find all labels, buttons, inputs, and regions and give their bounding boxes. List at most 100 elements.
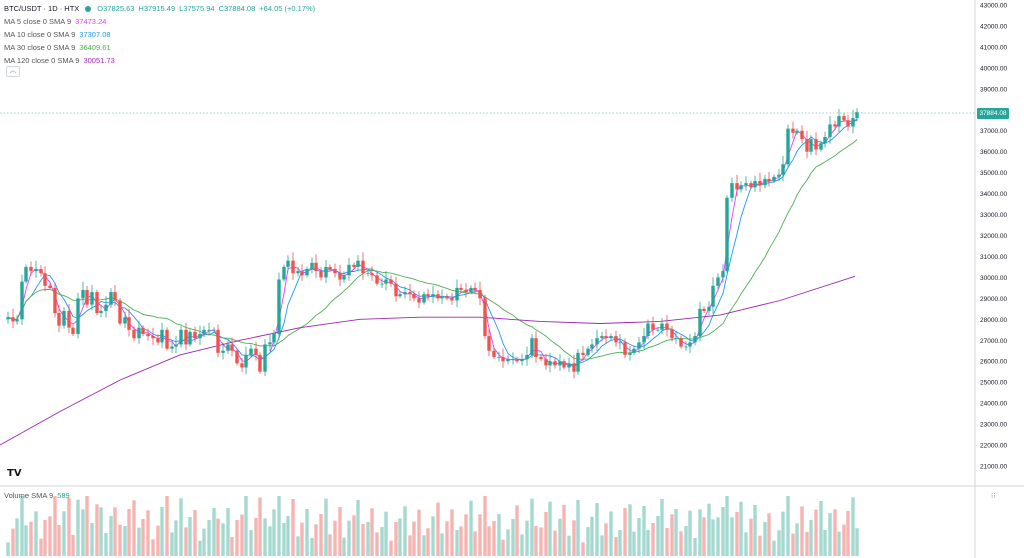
candle-body	[62, 310, 66, 326]
volume-bar	[282, 523, 286, 556]
volume-bar	[43, 520, 47, 556]
volume-bar	[609, 511, 613, 556]
volume-bar	[347, 520, 351, 556]
volume-legend[interactable]: Volume SMA 9 589	[4, 491, 70, 500]
volume-bar	[837, 531, 841, 556]
price-tick-label: 42000.00	[980, 23, 1007, 30]
candle-body	[660, 323, 664, 330]
candle-body	[380, 283, 384, 285]
candle-body	[609, 336, 613, 339]
volume-bar	[637, 518, 641, 556]
price-tick-label: 31000.00	[980, 254, 1007, 261]
candle-body	[501, 357, 505, 362]
candle-body	[707, 306, 711, 311]
candle-body	[235, 350, 239, 364]
volume-bar	[314, 524, 318, 556]
candle-body	[277, 279, 281, 334]
price-tick-label: 28000.00	[980, 317, 1007, 324]
volume-bar	[417, 509, 421, 556]
chevron-up-icon[interactable]: ︿	[6, 66, 20, 77]
indicator-label: MA 30 close 0 SMA 9	[4, 43, 76, 52]
indicator-ma120[interactable]: MA 120 close 0 SMA 9 30051.73	[4, 54, 319, 67]
volume-bar	[300, 522, 304, 556]
volume-bar	[384, 511, 388, 556]
volume-bar	[501, 539, 505, 556]
last-price-tag: 37884.08	[977, 108, 1009, 119]
volume-bar	[572, 520, 576, 556]
indicator-ma30[interactable]: MA 30 close 0 SMA 9 36409.61	[4, 41, 319, 54]
volume-bar	[795, 523, 799, 556]
close-value: C37884.08	[218, 4, 256, 13]
candle-body	[76, 298, 80, 334]
volume-bar	[632, 531, 636, 556]
volume-bar	[786, 496, 790, 556]
candle-body	[795, 130, 799, 133]
candle-body	[6, 317, 10, 320]
candle-body	[469, 287, 473, 293]
volume-bar	[179, 498, 183, 556]
candle-body	[57, 313, 61, 326]
candle-body	[328, 266, 332, 270]
candle-body	[156, 338, 160, 343]
candle-body	[244, 354, 248, 368]
volume-bar	[558, 518, 562, 556]
candle-body	[268, 342, 272, 345]
candle-body	[730, 183, 734, 198]
candle-body	[586, 348, 590, 355]
volume-bar	[352, 515, 356, 556]
indicator-ma10[interactable]: MA 10 close 0 SMA 9 37307.08	[4, 28, 319, 41]
volume-bar	[296, 536, 300, 556]
candle-body	[240, 363, 244, 368]
volume-bar	[851, 497, 855, 556]
indicator-value: 36409.61	[79, 43, 111, 52]
volume-bar	[855, 528, 859, 556]
volume-bar	[235, 520, 239, 556]
candle-body	[15, 319, 19, 322]
candle-body	[324, 266, 328, 278]
volume-bar	[109, 516, 113, 556]
volume-bar	[90, 523, 94, 556]
volume-bar	[240, 514, 244, 556]
volume-bar	[34, 511, 38, 556]
volume-bar	[366, 522, 370, 556]
candle-body	[436, 294, 440, 299]
volume-bar	[646, 530, 650, 556]
candle-body	[637, 342, 641, 349]
volume-bar	[487, 526, 491, 556]
candle-body	[656, 329, 660, 331]
candle-body	[193, 331, 197, 339]
volume-bar	[160, 507, 164, 556]
pane-menu-icon[interactable]: ⁝⁝	[991, 493, 996, 500]
candle-body	[562, 361, 566, 368]
candle-body	[809, 139, 813, 152]
candle-body	[179, 329, 183, 345]
volume-bar	[127, 509, 131, 556]
candle-body	[11, 317, 15, 322]
price-tick-label: 43000.00	[980, 3, 1007, 10]
candle-body	[254, 348, 258, 355]
candle-body	[24, 266, 28, 282]
candlesticks	[6, 108, 859, 379]
volume-bar	[291, 499, 295, 556]
volume-bar	[586, 527, 590, 556]
candle-body	[53, 287, 57, 314]
candle-body	[394, 283, 398, 297]
candle-body	[412, 294, 416, 299]
candle-body	[249, 348, 253, 355]
candle-body	[670, 329, 674, 339]
indicator-ma5[interactable]: MA 5 close 0 SMA 9 37473.24	[4, 15, 319, 28]
candle-body	[833, 124, 837, 127]
volume-bar	[39, 538, 43, 556]
symbol-title[interactable]: BTC/USDT · 1D · HTX	[4, 4, 80, 13]
volume-bar	[614, 537, 618, 556]
volume-bar	[67, 497, 71, 556]
candle-body	[81, 289, 85, 299]
volume-bar	[118, 524, 122, 556]
volume-bar	[823, 530, 827, 556]
volume-bar	[534, 526, 538, 556]
volume-bar	[15, 518, 19, 556]
volume-bar	[20, 496, 24, 556]
volume-bar	[749, 518, 753, 556]
volume-bar	[146, 510, 150, 556]
